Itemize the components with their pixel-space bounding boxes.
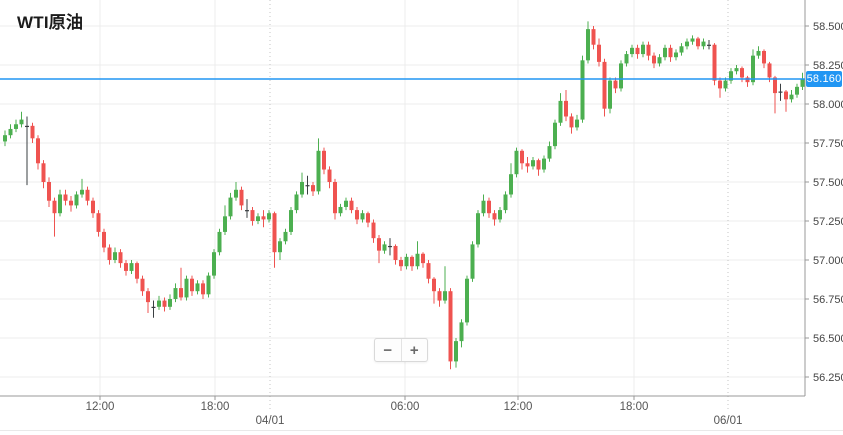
- y-axis-label: 58.250: [813, 60, 843, 72]
- y-axis-label: 58.500: [813, 21, 843, 33]
- x-axis-label: 04/01: [256, 415, 285, 427]
- x-axis-label: 18:00: [620, 401, 649, 413]
- zoom-in-button[interactable]: +: [400, 339, 428, 361]
- y-axis-label: 58.000: [813, 99, 843, 111]
- current-price-badge: 58.160: [806, 71, 842, 88]
- y-axis-label: 56.750: [813, 294, 843, 306]
- x-axis-label: 12:00: [86, 401, 115, 413]
- y-axis-label: 57.750: [813, 138, 843, 150]
- chart-title: WTI原油: [17, 13, 84, 32]
- candles-series: [3, 21, 805, 370]
- x-axis-label: 06:00: [391, 401, 420, 413]
- x-axis-label: 06/01: [714, 415, 743, 427]
- y-axis-label: 56.500: [813, 333, 843, 345]
- widget-bottom-divider: [0, 430, 843, 431]
- zoom-control-panel: − +: [374, 338, 428, 362]
- x-axis-label: 12:00: [504, 401, 533, 413]
- y-axis-label: 57.250: [813, 216, 843, 228]
- y-axis-label: 57.500: [813, 177, 843, 189]
- x-axis-label: 18:00: [201, 401, 230, 413]
- zoom-out-button[interactable]: −: [383, 341, 393, 359]
- gridlines: [0, 0, 805, 410]
- axes: [0, 0, 809, 400]
- y-axis-label: 56.250: [813, 372, 843, 384]
- y-axis-label: 57.000: [813, 255, 843, 267]
- axis-labels: 58.500 58.250 58.000 57.750 57.500 57.250 57.0…: [86, 21, 843, 427]
